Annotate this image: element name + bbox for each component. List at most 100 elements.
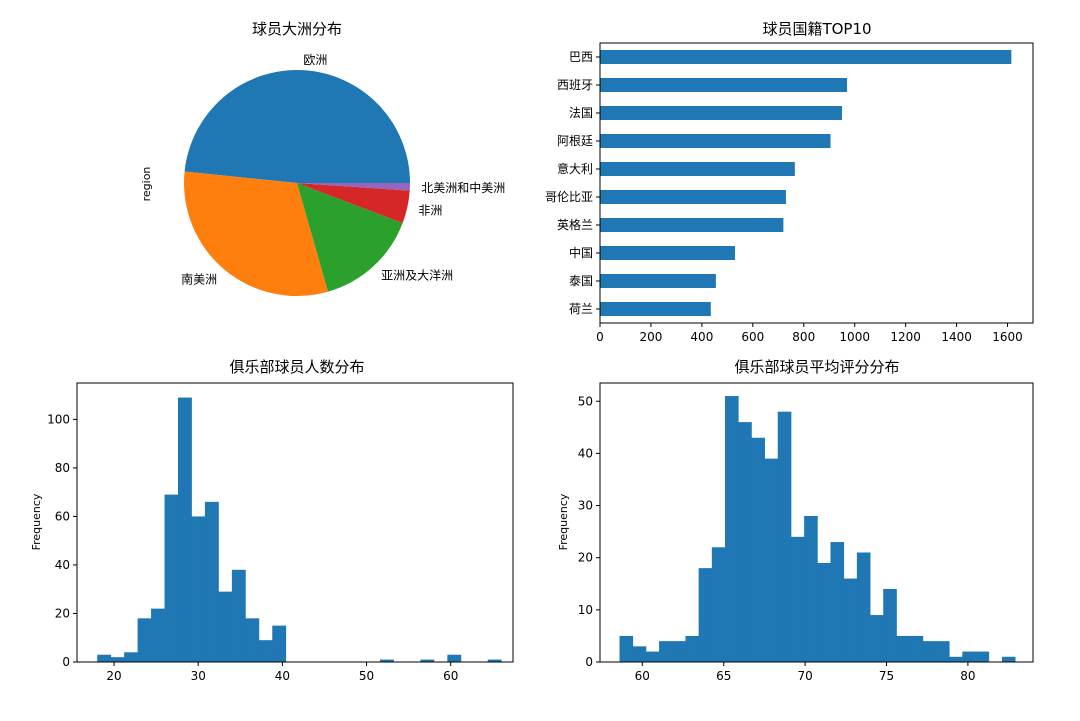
pie-label-4: 北美洲和中美洲 xyxy=(421,180,505,195)
hbar-xtick-label-3: 600 xyxy=(741,330,764,344)
hist1-bar-21 xyxy=(380,659,394,662)
hbar-axes-frame xyxy=(599,42,1034,324)
pie-slice-4 xyxy=(297,183,410,191)
hist1-bar-26 xyxy=(447,654,462,662)
pie-slice-1 xyxy=(183,171,328,297)
hist1-ylabel: Frequency xyxy=(30,493,43,550)
hist2-bar-11 xyxy=(764,458,779,662)
hist1-bar-1 xyxy=(110,657,125,662)
hbar-xtick-label-8: 1600 xyxy=(992,330,1023,344)
hist2-bar-18 xyxy=(856,552,871,662)
hist2-xtick-label-4: 80 xyxy=(960,669,975,683)
hbar-xtick-label-1: 200 xyxy=(639,330,662,344)
hbar-ytick-label-8: 泰国 xyxy=(569,274,593,288)
hist2-bar-12 xyxy=(777,411,792,662)
hist2-xtick-label-1: 65 xyxy=(716,669,731,683)
pie-title: 球员大洲分布 xyxy=(252,20,342,38)
hist2-bar-5 xyxy=(685,635,700,662)
hist2-bar-6 xyxy=(698,568,713,662)
hist2-bar-14 xyxy=(804,515,818,662)
hbar-bar-0 xyxy=(600,50,1012,64)
hist2-bar-23 xyxy=(922,641,937,662)
hbar-ytick-label-4: 意大利 xyxy=(557,161,593,176)
hist2-bar-2 xyxy=(645,651,660,662)
hist2-bar-0 xyxy=(619,635,634,662)
pie-label-1: 南美洲 xyxy=(181,271,217,286)
club-size-histogram: 俱乐部球员人数分布 Frequency 20 30 40 50 60 0 20 40 60 80… xyxy=(30,358,514,683)
hbar-ytick-label-6: 英格兰 xyxy=(557,217,593,232)
hist2-ytick-label-4: 40 xyxy=(578,446,593,460)
hist1-axes-frame xyxy=(76,382,514,663)
hist2-bar-19 xyxy=(870,615,884,662)
hbar-bar-7 xyxy=(600,246,735,260)
hbar-ytick-label-2: 法国 xyxy=(569,106,593,120)
hist2-bar-3 xyxy=(659,641,673,662)
hist2-bar-7 xyxy=(711,547,726,662)
hbar-xtick-label-4: 800 xyxy=(792,330,815,344)
pie-slice-2 xyxy=(297,183,403,292)
hist2-ytick-label-2: 20 xyxy=(578,551,593,565)
hist2-bar-1 xyxy=(632,646,647,662)
hbar-ytick-label-7: 中国 xyxy=(569,245,593,260)
hbar-xtick-label-0: 0 xyxy=(596,330,604,344)
hist1-bar-0 xyxy=(97,654,112,662)
hist1-bar-9 xyxy=(218,591,233,662)
hist1-bar-3 xyxy=(137,618,152,662)
hist1-ytick-label-3: 60 xyxy=(55,509,70,523)
hist2-bar-25 xyxy=(949,656,963,662)
hist2-bar-15 xyxy=(817,562,831,662)
hbar-title: 球员国籍TOP10 xyxy=(762,20,871,38)
hist1-bar-13 xyxy=(272,625,287,662)
hist1-ytick-label-1: 20 xyxy=(55,606,70,620)
hist2-bar-24 xyxy=(935,641,950,662)
hbar-ytick-label-5: 哥伦比亚 xyxy=(545,189,593,204)
hist2-xtick-label-3: 75 xyxy=(879,669,894,683)
hist2-ytick-label-1: 10 xyxy=(578,603,593,617)
hist1-bar-5 xyxy=(164,494,179,662)
pie-label-3: 非洲 xyxy=(418,204,442,218)
pie-label-2: 亚洲及大洋洲 xyxy=(381,268,453,283)
hbar-ytick-label-0: 巴西 xyxy=(569,50,593,64)
hbar-bar-1 xyxy=(600,78,848,92)
hbar-bar-3 xyxy=(600,134,831,148)
hist1-bar-8 xyxy=(204,501,219,662)
hist1-xtick-label-2: 40 xyxy=(275,669,290,683)
hist2-xtick-label-2: 70 xyxy=(797,669,812,683)
hist1-bar-4 xyxy=(151,608,165,662)
hbar-xtick-label-7: 1400 xyxy=(941,330,972,344)
hist1-bar-11 xyxy=(245,618,260,662)
pie-label-0: 欧洲 xyxy=(303,53,327,67)
hbar-bar-9 xyxy=(600,302,711,316)
hist1-ytick-label-4: 80 xyxy=(55,461,70,475)
hist1-bar-12 xyxy=(258,640,273,662)
hist1-xtick-label-1: 30 xyxy=(191,669,206,683)
hist2-title: 俱乐部球员平均评分分布 xyxy=(734,358,899,376)
hist2-ytick-label-3: 30 xyxy=(578,499,593,513)
hbar-xtick-label-5: 1000 xyxy=(839,330,870,344)
hist2-bar-9 xyxy=(738,422,752,662)
hbar-xtick-label-2: 400 xyxy=(690,330,713,344)
hist2-bar-13 xyxy=(790,536,805,662)
hist2-bar-27 xyxy=(975,651,990,662)
hbar-ytick-label-1: 西班牙 xyxy=(557,78,593,92)
club-rating-histogram: 俱乐部球员平均评分分布 Frequency 60 65 70 75 80 0 10 20 30… xyxy=(557,358,1034,683)
hist1-bar-29 xyxy=(487,659,502,662)
hist1-bar-6 xyxy=(178,397,192,662)
hist2-bar-16 xyxy=(830,542,845,662)
hist2-bar-8 xyxy=(725,396,739,662)
hist1-xtick-label-3: 50 xyxy=(359,669,374,683)
hist1-ytick-label-2: 40 xyxy=(55,558,70,572)
hist1-ytick-label-0: 0 xyxy=(62,655,70,669)
hist2-ytick-label-5: 50 xyxy=(578,394,593,408)
hist1-xtick-label-4: 60 xyxy=(443,669,458,683)
hist2-ylabel: Frequency xyxy=(557,493,570,550)
pie-slice-3 xyxy=(297,183,410,224)
hist1-ytick-label-5: 100 xyxy=(47,412,70,426)
hist2-ytick-label-0: 0 xyxy=(585,655,593,669)
hist1-bar-10 xyxy=(231,569,246,662)
hist2-bar-4 xyxy=(672,641,686,662)
hist2-xtick-label-0: 60 xyxy=(635,669,650,683)
pie-ylabel: region xyxy=(140,167,153,202)
